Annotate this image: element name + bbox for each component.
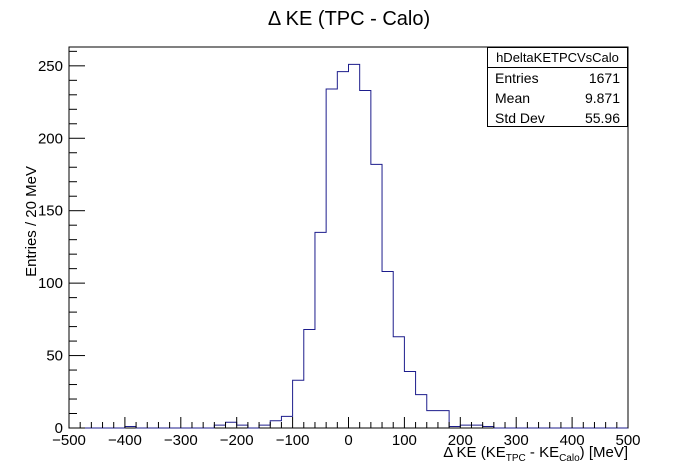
histogram-bin	[304, 329, 315, 428]
x-tick-label: −200	[220, 432, 254, 449]
x-tick-label: −500	[52, 432, 86, 449]
histogram-bin	[427, 411, 438, 428]
chart-title: Δ KE (TPC - Calo)	[268, 8, 430, 30]
x-tick-label: 500	[615, 432, 640, 449]
x-tick-label: −300	[164, 432, 198, 449]
histogram-bin	[326, 89, 337, 428]
stats-row-stddev: Std Dev 55.96	[488, 108, 627, 128]
stats-row-mean: Mean 9.871	[488, 88, 627, 108]
histogram-bin	[371, 164, 382, 428]
x-axis-label: Δ KE (KETPC - KECalo) [MeV]	[443, 444, 628, 464]
y-tick-label: 250	[38, 58, 63, 75]
histogram-bin	[293, 380, 304, 428]
y-tick-label: 200	[38, 130, 63, 147]
x-tick-label: −100	[276, 432, 310, 449]
stats-box: hDeltaKETPCVsCalo Entries 1671 Mean 9.87…	[487, 47, 628, 127]
y-tick-label: 0	[55, 420, 63, 437]
x-tick-label: 0	[344, 432, 352, 449]
x-tick-label: 100	[392, 432, 417, 449]
y-tick-label: 150	[38, 203, 63, 220]
x-tick-label: 200	[448, 432, 473, 449]
stats-histogram-name: hDeltaKETPCVsCalo	[488, 48, 627, 68]
histogram-bin	[404, 372, 415, 428]
x-tick-label: 300	[504, 432, 529, 449]
stats-stddev-value: 55.96	[584, 110, 620, 126]
histogram-bin	[438, 411, 449, 428]
stats-row-entries: Entries 1671	[488, 68, 627, 88]
stats-entries-label: Entries	[495, 70, 539, 86]
x-tick-label: −400	[108, 432, 142, 449]
stats-stddev-label: Std Dev	[495, 110, 545, 126]
stats-mean-label: Mean	[495, 90, 531, 106]
y-tick-label: 50	[46, 348, 63, 365]
histogram-bin	[393, 337, 404, 428]
x-tick-label: 400	[560, 432, 585, 449]
histogram-bin	[315, 232, 326, 428]
histogram-bin	[226, 422, 237, 428]
stats-entries-value: 1671	[588, 70, 620, 86]
y-axis-label: Entries / 20 MeV	[23, 166, 40, 277]
histogram-bin	[416, 395, 427, 428]
histogram-bin	[270, 421, 281, 428]
histogram-bin	[281, 416, 292, 428]
y-tick-label: 100	[38, 275, 63, 292]
histogram-bin	[337, 72, 348, 428]
histogram-bin	[382, 272, 393, 428]
stats-mean-value: 9.871	[584, 90, 620, 106]
axes: −500 −400 −300 −200 −100 0 100 200 300 400 500 0 50 1…	[38, 50, 641, 449]
histogram-bin	[349, 64, 360, 428]
histogram-bin	[360, 90, 371, 428]
